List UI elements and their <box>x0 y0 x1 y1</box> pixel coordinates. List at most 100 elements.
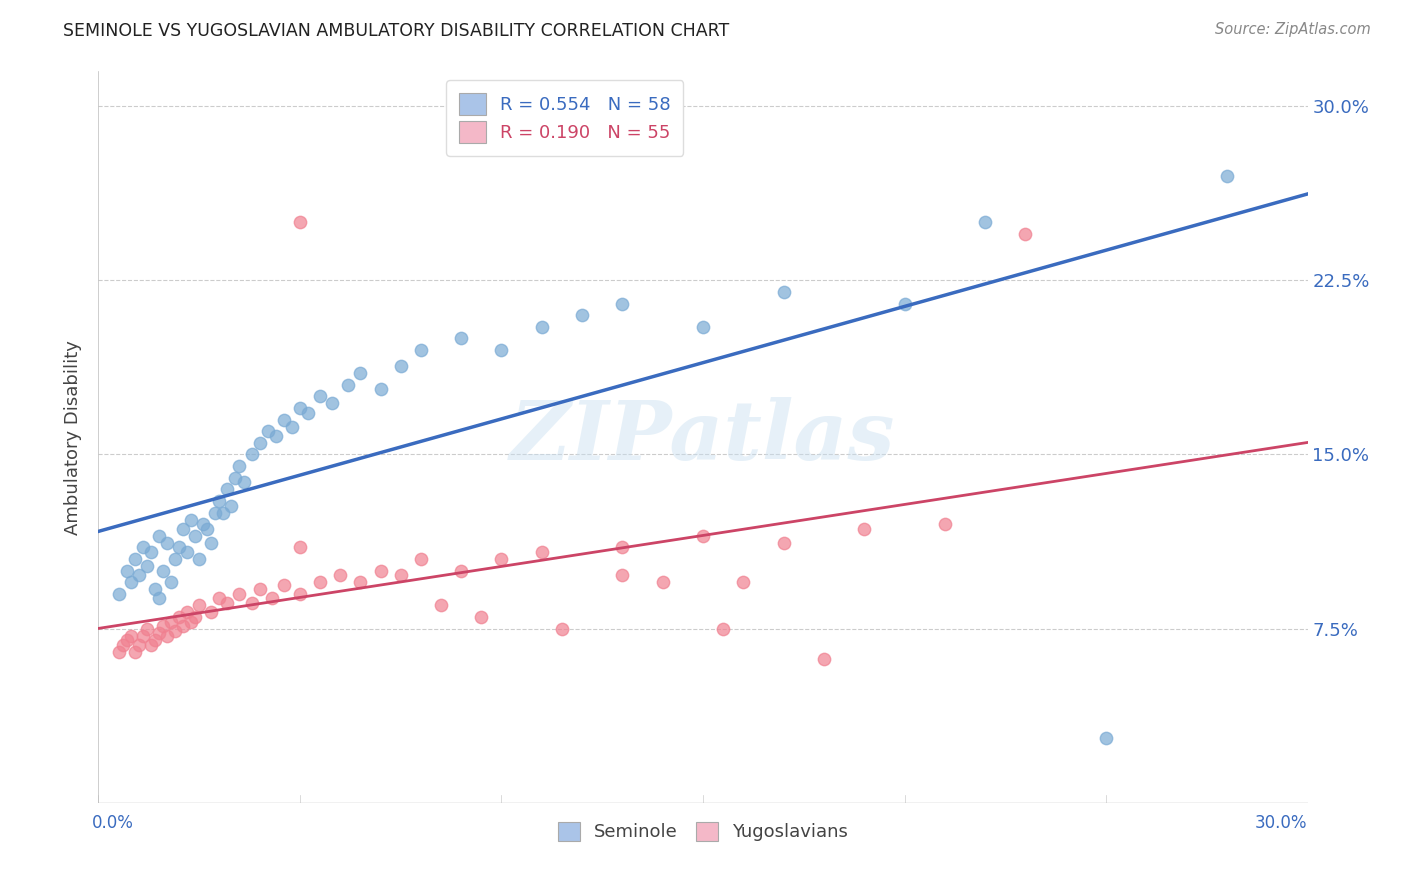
Point <box>974 215 997 229</box>
Point <box>124 645 146 659</box>
Point <box>273 577 295 591</box>
Y-axis label: Ambulatory Disability: Ambulatory Disability <box>65 340 83 534</box>
Point <box>132 541 155 555</box>
Point <box>1216 169 1239 183</box>
Point <box>115 564 138 578</box>
Point <box>148 529 170 543</box>
Point <box>188 599 211 613</box>
Point <box>240 448 263 462</box>
Point <box>309 389 332 403</box>
Point <box>772 535 794 549</box>
Point <box>115 633 138 648</box>
Point <box>156 535 179 549</box>
Point <box>107 587 129 601</box>
Point <box>128 568 150 582</box>
Text: 30.0%: 30.0% <box>1256 814 1308 831</box>
Point <box>853 522 876 536</box>
Point <box>893 296 915 310</box>
Point <box>167 541 190 555</box>
Point <box>934 517 956 532</box>
Point <box>200 535 222 549</box>
Point <box>160 615 183 629</box>
Point <box>651 575 673 590</box>
Point <box>321 396 343 410</box>
Point <box>143 633 166 648</box>
Point <box>128 638 150 652</box>
Point <box>349 575 371 590</box>
Point <box>370 564 392 578</box>
Point <box>409 343 432 357</box>
Point <box>329 568 352 582</box>
Point <box>281 419 304 434</box>
Point <box>135 622 157 636</box>
Text: SEMINOLE VS YUGOSLAVIAN AMBULATORY DISABILITY CORRELATION CHART: SEMINOLE VS YUGOSLAVIAN AMBULATORY DISAB… <box>63 22 730 40</box>
Point <box>124 552 146 566</box>
Text: Source: ZipAtlas.com: Source: ZipAtlas.com <box>1215 22 1371 37</box>
Point <box>337 377 360 392</box>
Point <box>172 522 194 536</box>
Point <box>143 582 166 597</box>
Point <box>733 575 755 590</box>
Point <box>160 575 183 590</box>
Point <box>692 319 714 334</box>
Point <box>139 545 162 559</box>
Point <box>228 459 250 474</box>
Point <box>389 359 412 374</box>
Point <box>389 568 412 582</box>
Point <box>260 591 283 606</box>
Point <box>612 296 634 310</box>
Point <box>156 629 179 643</box>
Point <box>370 383 392 397</box>
Point <box>228 587 250 601</box>
Point <box>273 412 295 426</box>
Point <box>208 591 231 606</box>
Point <box>1095 731 1118 745</box>
Point <box>139 638 162 652</box>
Point <box>132 629 155 643</box>
Point <box>249 582 271 597</box>
Point <box>120 575 142 590</box>
Point <box>188 552 211 566</box>
Point <box>297 406 319 420</box>
Point <box>135 558 157 573</box>
Point <box>772 285 794 299</box>
Point <box>813 652 835 666</box>
Legend: Seminole, Yugoslavians: Seminole, Yugoslavians <box>551 814 855 848</box>
Text: 0.0%: 0.0% <box>93 814 134 831</box>
Point <box>240 596 263 610</box>
Text: ZIPatlas: ZIPatlas <box>510 397 896 477</box>
Point <box>204 506 226 520</box>
Point <box>148 626 170 640</box>
Point <box>349 366 371 380</box>
Point <box>120 629 142 643</box>
Point <box>232 475 254 490</box>
Point <box>711 622 734 636</box>
Point <box>176 545 198 559</box>
Point <box>288 541 311 555</box>
Point <box>491 552 513 566</box>
Point <box>264 429 287 443</box>
Point <box>200 606 222 620</box>
Point <box>450 564 472 578</box>
Point <box>612 568 634 582</box>
Point <box>180 512 202 526</box>
Point <box>256 424 278 438</box>
Point <box>148 591 170 606</box>
Point <box>430 599 453 613</box>
Point <box>107 645 129 659</box>
Point <box>221 499 243 513</box>
Point <box>692 529 714 543</box>
Point <box>217 596 239 610</box>
Point <box>172 619 194 633</box>
Point <box>288 215 311 229</box>
Point <box>212 506 235 520</box>
Point <box>180 615 202 629</box>
Point <box>409 552 432 566</box>
Point <box>176 606 198 620</box>
Point <box>193 517 215 532</box>
Point <box>217 483 239 497</box>
Point <box>184 529 207 543</box>
Point <box>249 436 271 450</box>
Point <box>167 610 190 624</box>
Point <box>184 610 207 624</box>
